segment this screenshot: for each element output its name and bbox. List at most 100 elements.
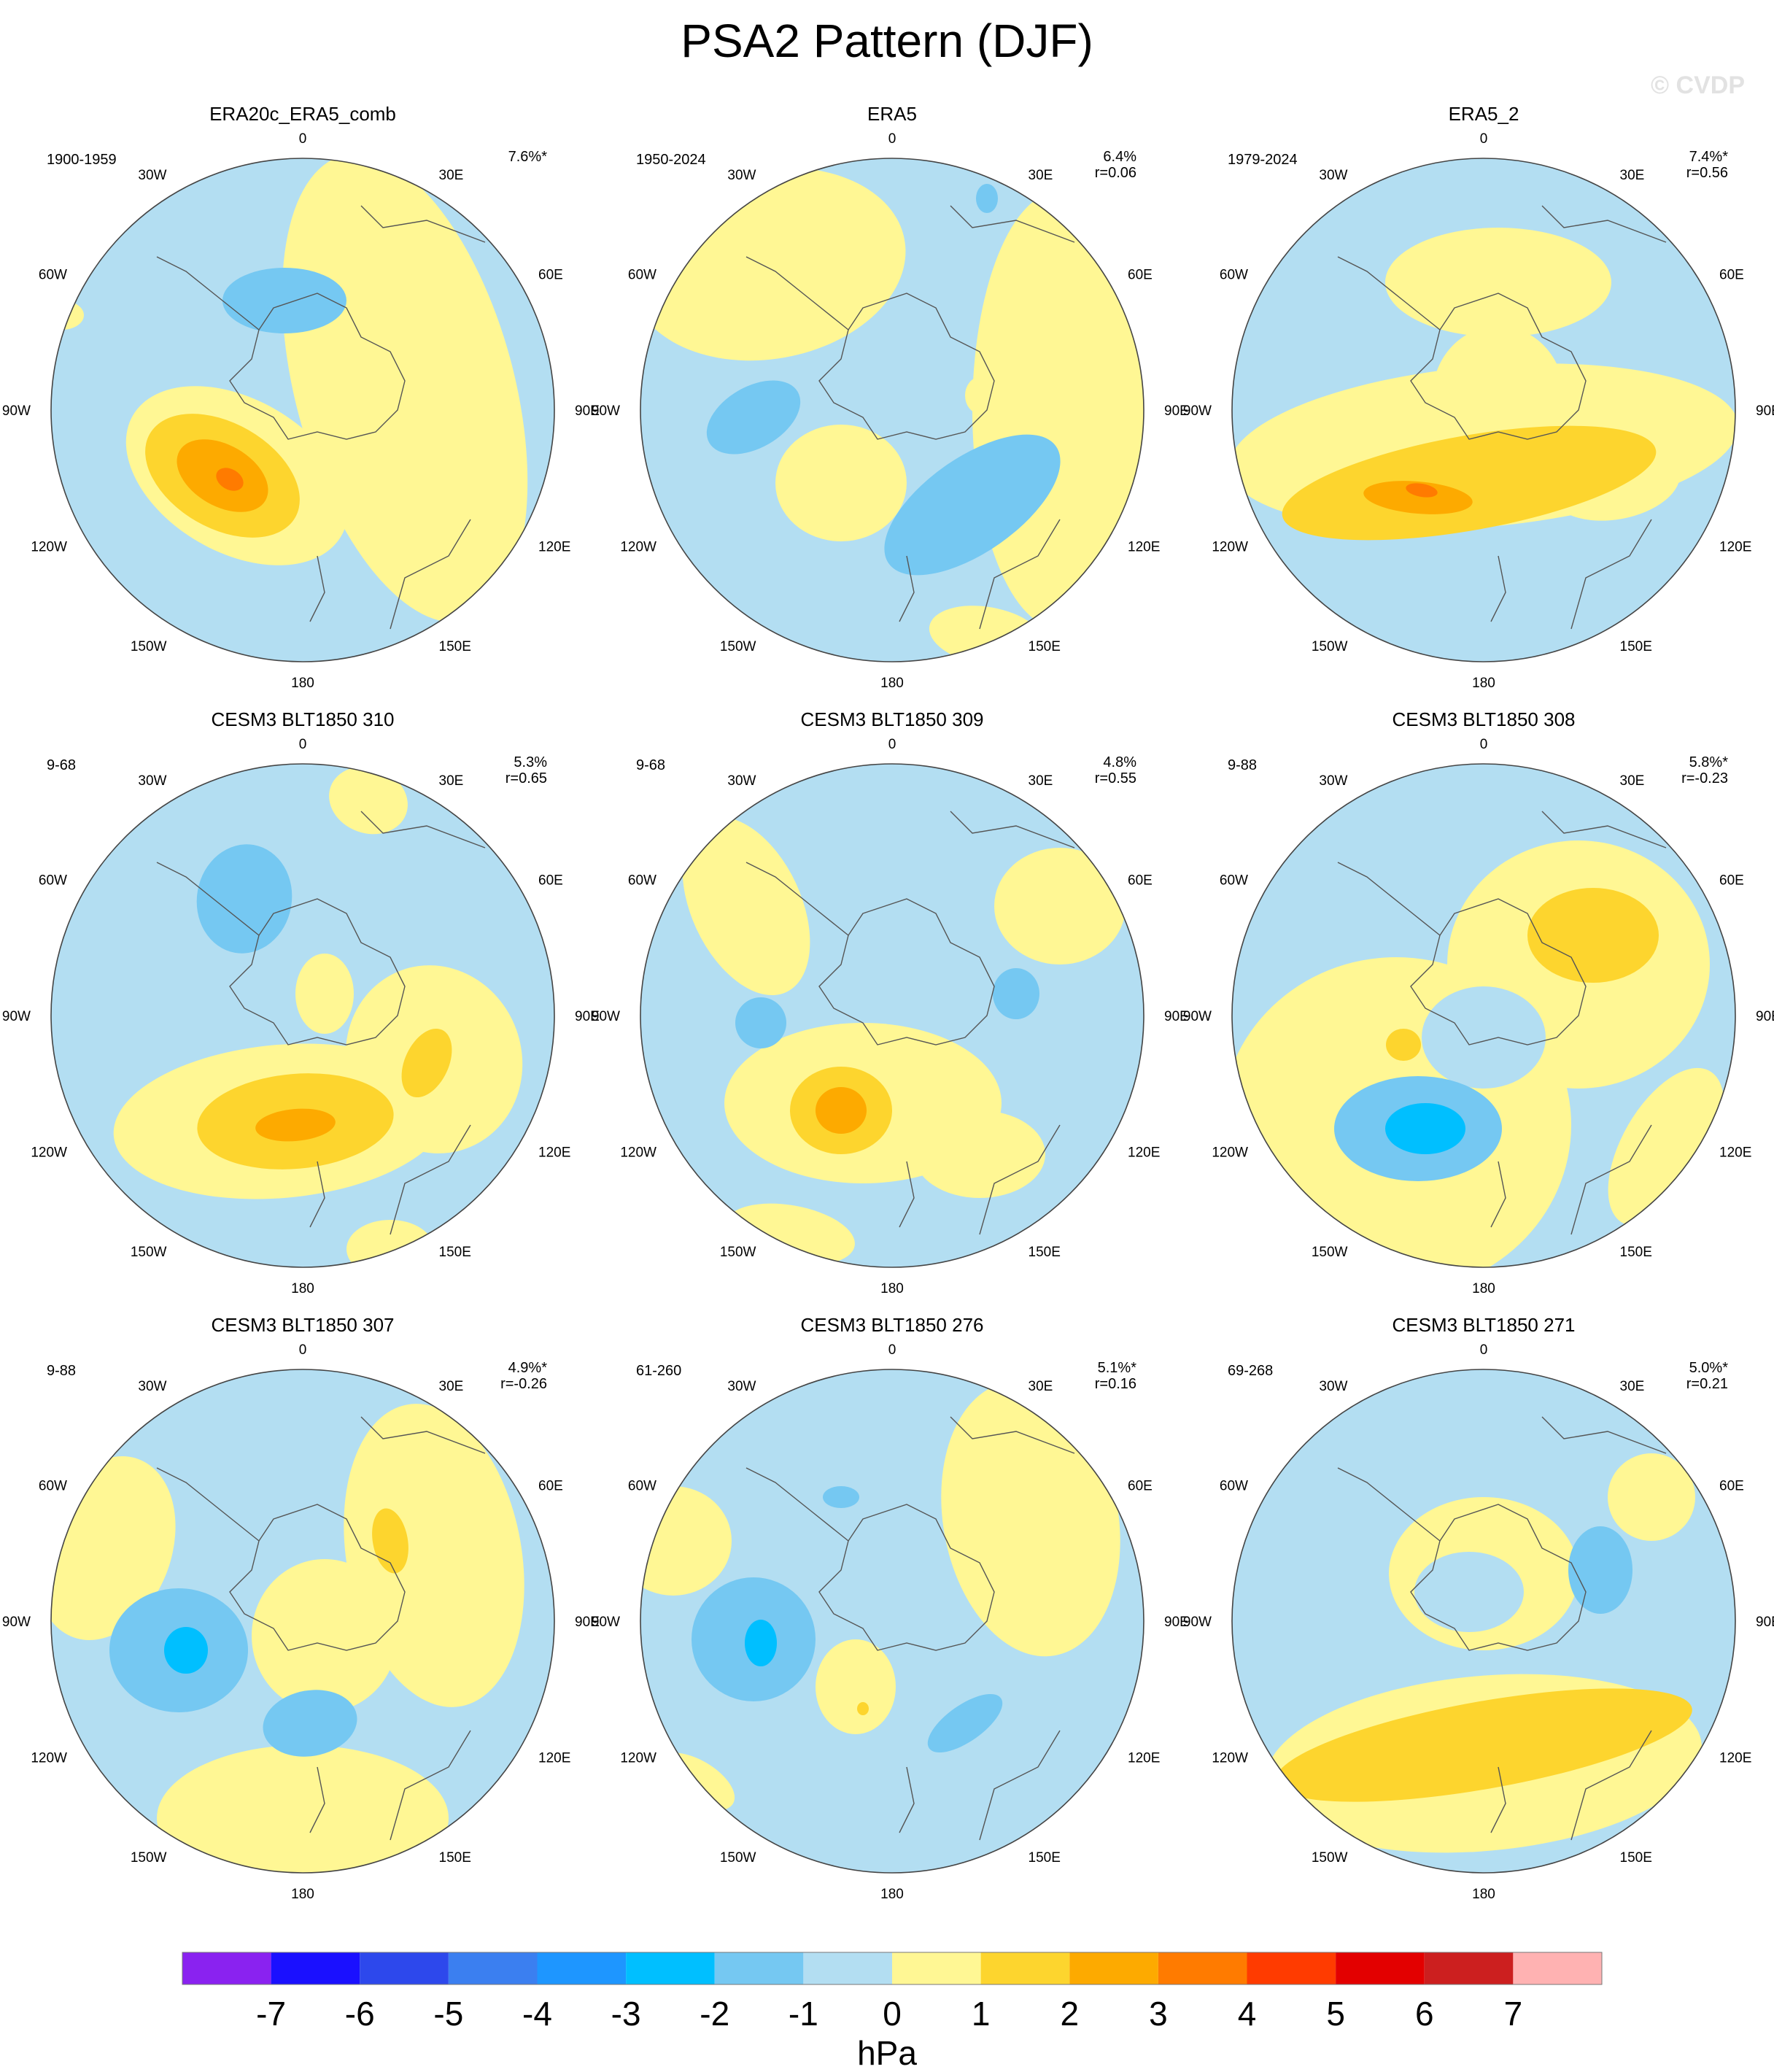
- contour-field: [1232, 158, 1735, 662]
- contour-region: [745, 1620, 777, 1666]
- longitude-label: 30W: [138, 773, 166, 789]
- contour-region: [1422, 986, 1546, 1089]
- contour-region: [255, 1108, 336, 1142]
- panel-percent: 6.4%: [1103, 149, 1136, 165]
- contour-field: [51, 764, 554, 1267]
- contour-region: [941, 1381, 1120, 1657]
- colorbar-tick-label: -7: [256, 1995, 286, 2033]
- longitude-label: 150E: [1620, 1245, 1652, 1260]
- panel-correlation: r=0.65: [506, 770, 547, 786]
- contour-field: [1232, 764, 1735, 1267]
- longitude-label: 90E: [1756, 403, 1774, 419]
- longitude-label: 60W: [39, 873, 67, 889]
- contour-region: [640, 1486, 732, 1596]
- colorbar-tick-label: 1: [972, 1995, 991, 2033]
- longitude-label: 150W: [131, 1850, 167, 1866]
- longitude-label: 180: [291, 676, 314, 691]
- map-panel: 0 30E 60E 90E 120E 150E 180 150W 120W 90W 60W 30W CE…: [2, 1314, 600, 1902]
- figure-title: PSA2 Pattern (DJF): [681, 15, 1093, 67]
- longitude-label: 90E: [1756, 1009, 1774, 1024]
- contour-region: [309, 158, 428, 308]
- map-panel: 0 30E 60E 90E 120E 150E 180 150W 120W 90W 60W 30W ER…: [2, 103, 600, 691]
- map-border: [50, 158, 555, 662]
- longitude-label: 0: [888, 131, 896, 147]
- coastline: [1337, 1416, 1667, 1841]
- contour-region: [823, 1486, 859, 1508]
- colorbar-segment: [537, 1952, 627, 1984]
- longitude-label: 150E: [1029, 639, 1061, 654]
- longitude-label: 90E: [1164, 403, 1189, 419]
- colorbar-segment: [980, 1952, 1070, 1984]
- panel-years: 9-88: [47, 1363, 76, 1379]
- colorbar-tick-label: -3: [611, 1995, 641, 2033]
- colorbar-segment: [1336, 1952, 1425, 1984]
- longitude-label: 90E: [1756, 1615, 1774, 1630]
- longitude-label: 30E: [439, 1379, 464, 1394]
- longitude-label: 30E: [1029, 168, 1053, 183]
- longitude-label: 90E: [575, 403, 600, 419]
- colorbar-tick-label: 4: [1238, 1995, 1257, 2033]
- contour-region: [682, 816, 810, 996]
- longitude-label: 30W: [727, 168, 756, 183]
- longitude-label: 60W: [1220, 1479, 1248, 1494]
- longitude-label: 60W: [1220, 268, 1248, 283]
- panel-correlation: r=0.16: [1095, 1376, 1136, 1392]
- longitude-label: 90W: [1183, 1009, 1212, 1024]
- coastline: [745, 1416, 1075, 1841]
- longitude-label: 120W: [620, 1751, 656, 1766]
- contour-region: [884, 434, 1061, 576]
- panel-percent: 4.9%*: [508, 1360, 548, 1376]
- longitude-label: 60E: [1128, 873, 1153, 889]
- panel-title: ERA5_2: [1449, 103, 1519, 125]
- panel-correlation: r=0.21: [1686, 1376, 1728, 1392]
- longitude-label: 30E: [439, 773, 464, 789]
- colorbar-segment: [1424, 1952, 1514, 1984]
- contour-region: [993, 968, 1039, 1019]
- map-panel: 0 30E 60E 90E 120E 150E 180 150W 120W 90W 60W 30W CE…: [592, 708, 1189, 1296]
- longitude-label: 150W: [131, 1245, 167, 1260]
- colorbar-tick-label: -4: [522, 1995, 552, 2033]
- longitude-label: 120E: [1128, 1145, 1160, 1161]
- longitude-label: 90E: [575, 1009, 600, 1024]
- longitude-label: 60E: [1128, 268, 1153, 283]
- longitude-label: 60W: [628, 268, 656, 283]
- panel-years: 1950-2024: [636, 152, 706, 168]
- panel-percent: 7.4%*: [1689, 149, 1729, 165]
- panel-title: CESM3 BLT1850 310: [212, 708, 395, 730]
- longitude-label: 150E: [1029, 1245, 1061, 1260]
- longitude-label: 180: [1472, 1887, 1495, 1902]
- contour-region: [994, 848, 1126, 965]
- longitude-label: 60E: [1719, 873, 1744, 889]
- longitude-label: 60W: [39, 1479, 67, 1494]
- longitude-label: 180: [880, 1887, 904, 1902]
- panel-title: CESM3 BLT1850 271: [1393, 1314, 1576, 1336]
- colorbar-segment: [271, 1952, 360, 1984]
- contour-region: [1414, 1552, 1524, 1632]
- contour-region: [164, 1627, 208, 1674]
- contour-field: [51, 158, 554, 662]
- panel-percent: 4.8%: [1103, 754, 1136, 770]
- contour-field: [51, 1369, 554, 1873]
- longitude-label: 150W: [1312, 639, 1348, 654]
- contour-region: [263, 1690, 357, 1757]
- contour-region: [1527, 888, 1659, 983]
- longitude-label: 60E: [1719, 268, 1744, 283]
- coastline: [156, 205, 486, 630]
- contour-region: [965, 377, 994, 414]
- map-border: [640, 158, 1144, 662]
- contour-field: [1232, 1369, 1735, 1873]
- colorbar-segment: [182, 1952, 271, 1984]
- contour-region: [1275, 1688, 1692, 1802]
- longitude-label: 60E: [1128, 1479, 1153, 1494]
- longitude-label: 120W: [31, 1145, 67, 1161]
- contour-region: [196, 844, 293, 954]
- longitude-label: 150E: [439, 1850, 471, 1866]
- longitude-label: 90E: [1164, 1615, 1189, 1630]
- map-panel: 0 30E 60E 90E 120E 150E 180 150W 120W 90W 60W 30W CE…: [1183, 1314, 1774, 1902]
- colorbar-segment: [1158, 1952, 1247, 1984]
- longitude-label: 180: [880, 676, 904, 691]
- panel-correlation: r=-0.26: [500, 1376, 547, 1392]
- longitude-label: 60W: [1220, 873, 1248, 889]
- longitude-label: 120W: [31, 1751, 67, 1766]
